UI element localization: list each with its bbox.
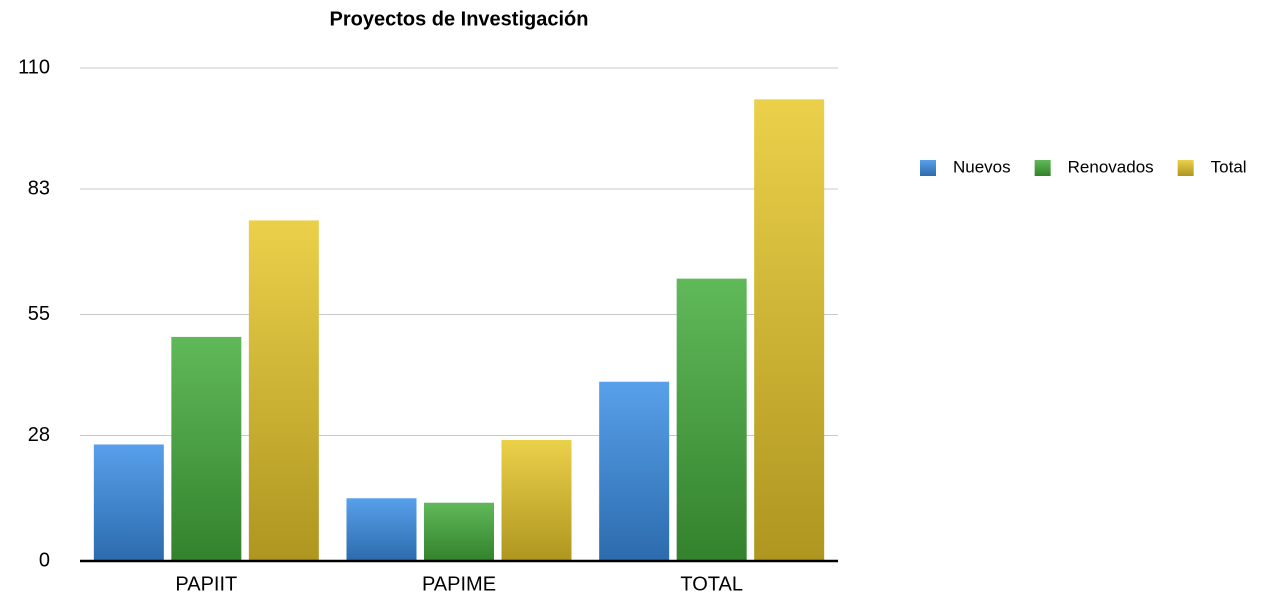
y-tick-label: 0 [39, 549, 50, 571]
x-tick-label: PAPIIT [175, 573, 237, 595]
bar [599, 381, 670, 561]
y-tick-label: 83 [28, 177, 50, 199]
y-tick-label: 28 [28, 424, 50, 446]
bar [501, 439, 572, 561]
chart-title: Proyectos de Investigación [330, 8, 589, 30]
legend-label: Total [1211, 157, 1247, 176]
bar [248, 220, 319, 561]
bar [93, 444, 164, 561]
y-tick-label: 110 [18, 56, 50, 78]
bar [424, 502, 494, 561]
x-tick-label: TOTAL [680, 573, 743, 595]
legend-swatch [1177, 160, 1194, 176]
bar [754, 99, 825, 561]
legend-label: Renovados [1068, 157, 1154, 176]
bar [676, 278, 747, 561]
legend-swatch [1034, 160, 1051, 176]
bar [171, 336, 242, 561]
legend-label: Nuevos [953, 157, 1011, 176]
x-tick-label: PAPIME [422, 573, 496, 595]
bar [346, 498, 417, 561]
y-tick-label: 55 [28, 303, 50, 325]
legend-swatch [920, 160, 936, 176]
